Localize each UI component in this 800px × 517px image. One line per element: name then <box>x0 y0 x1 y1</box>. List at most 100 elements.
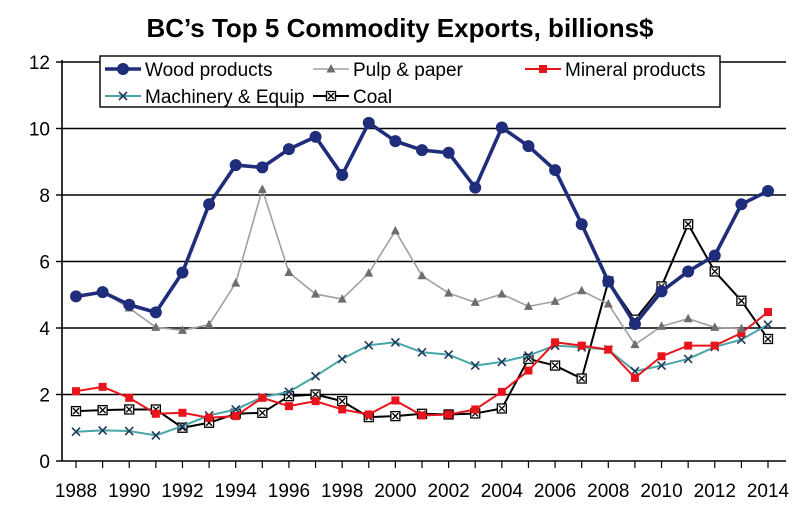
data-point-machinery-equip <box>98 425 108 435</box>
data-point-mineral-products <box>710 341 719 350</box>
data-point-machinery-equip <box>310 371 321 381</box>
data-point-wood-products <box>70 290 82 303</box>
data-point-mineral-products <box>178 408 187 417</box>
data-point-wood-products <box>336 169 349 182</box>
marker-cross <box>737 297 745 305</box>
data-point-mineral-products <box>657 352 666 361</box>
data-point-machinery-equip <box>417 347 427 357</box>
data-point-wood-products <box>176 266 189 279</box>
x-tick-label: 1992 <box>161 481 203 502</box>
data-point-mineral-products <box>418 411 426 420</box>
data-point-pulp-paper <box>710 322 720 331</box>
marker-cross <box>551 362 559 370</box>
marker-cross <box>684 220 692 228</box>
marker-cross <box>312 391 319 398</box>
data-point-mineral-products <box>151 409 160 418</box>
data-point-coal <box>683 219 694 230</box>
x-tick-label: 2012 <box>694 481 736 502</box>
series-wood-products <box>70 116 774 331</box>
data-point-pulp-paper <box>257 184 267 193</box>
axes: 0 2 4 6 8 10 12 1988 1990 1992 1994 1996 1998 2000 200… <box>29 53 790 502</box>
data-point-machinery-equip <box>284 387 294 397</box>
y-tick-label: 4 <box>39 319 50 340</box>
data-point-mineral-products <box>391 396 400 405</box>
data-point-machinery-equip <box>470 361 480 371</box>
x-tick-label: 2014 <box>747 481 790 502</box>
data-point-coal <box>257 407 268 418</box>
legend-label: Coal <box>353 87 392 108</box>
data-point-wood-products <box>522 140 535 153</box>
data-point-wood-products <box>362 116 375 129</box>
legend-label: Mineral products <box>565 60 705 81</box>
legend: Wood products Pulp & paper Mineral product… <box>99 55 721 108</box>
data-point-pulp-paper <box>231 278 241 287</box>
data-point-mineral-products <box>311 397 320 406</box>
series-mineral-products <box>72 308 772 422</box>
data-point-mineral-products <box>125 393 134 402</box>
legend-marker <box>325 90 337 102</box>
data-point-machinery-equip <box>390 337 400 347</box>
data-point-machinery-equip <box>763 320 773 330</box>
data-point-machinery-equip <box>656 361 667 371</box>
data-point-pulp-paper <box>311 289 321 298</box>
data-point-pulp-paper <box>497 289 507 298</box>
y-tick-label: 6 <box>39 253 50 274</box>
data-point-coal <box>337 395 348 407</box>
data-point-mineral-products <box>737 328 746 337</box>
data-point-mineral-products <box>684 341 693 350</box>
data-point-wood-products <box>309 130 322 143</box>
data-point-wood-products <box>416 144 428 157</box>
data-point-mineral-products <box>258 393 267 402</box>
marker-cross <box>578 375 586 382</box>
data-point-pulp-paper <box>736 323 746 333</box>
data-point-wood-products <box>469 181 482 194</box>
data-point-coal <box>576 373 587 384</box>
data-point-wood-products <box>495 121 508 134</box>
data-point-mineral-products <box>524 366 533 375</box>
data-point-wood-products <box>96 286 109 299</box>
marker-cross <box>99 406 107 414</box>
legend-item-coal: Coal <box>313 87 392 108</box>
data-point-mineral-products <box>364 410 373 419</box>
legend-label: Pulp & paper <box>353 60 464 81</box>
y-tick-label: 2 <box>39 386 50 407</box>
data-point-mineral-products <box>551 338 560 347</box>
data-point-wood-products <box>602 275 615 288</box>
x-tick-label: 2002 <box>427 481 469 502</box>
data-point-wood-products <box>682 265 695 278</box>
data-point-machinery-equip <box>497 357 507 367</box>
chart-title: BC’s Top 5 Commodity Exports, billions$ <box>146 13 654 43</box>
data-point-pulp-paper <box>364 268 374 277</box>
y-tick-label: 0 <box>39 452 50 473</box>
data-point-mineral-products <box>205 413 214 422</box>
x-tick-label: 1994 <box>215 481 258 502</box>
x-tick-label: 1998 <box>321 481 363 502</box>
x-tick-label: 2006 <box>534 481 576 502</box>
data-point-pulp-paper <box>444 288 454 297</box>
data-point-pulp-paper <box>204 319 214 329</box>
x-tick-label: 2000 <box>374 481 416 502</box>
data-point-machinery-equip <box>337 354 347 364</box>
data-point-coal <box>97 404 108 416</box>
data-point-mineral-products <box>98 382 107 391</box>
data-point-machinery-equip <box>177 421 188 431</box>
data-point-mineral-products <box>72 387 80 396</box>
marker-cross <box>72 407 80 415</box>
data-point-wood-products <box>735 198 748 211</box>
data-point-pulp-paper <box>657 321 667 330</box>
x-tick-label: 2004 <box>481 481 524 502</box>
data-point-wood-products <box>708 249 721 262</box>
data-point-wood-products <box>655 285 668 298</box>
data-point-wood-products <box>282 143 295 156</box>
data-point-machinery-equip <box>71 427 81 437</box>
data-point-wood-products <box>442 146 455 159</box>
marker-cross <box>125 406 133 413</box>
data-point-wood-products <box>149 306 162 319</box>
data-point-machinery-equip <box>124 426 134 436</box>
data-point-pulp-paper <box>390 225 400 235</box>
data-point-mineral-products <box>444 410 453 419</box>
data-point-mineral-products <box>284 402 293 411</box>
series-lines <box>70 116 774 440</box>
data-point-wood-products <box>575 218 588 231</box>
data-point-machinery-equip <box>683 354 693 364</box>
